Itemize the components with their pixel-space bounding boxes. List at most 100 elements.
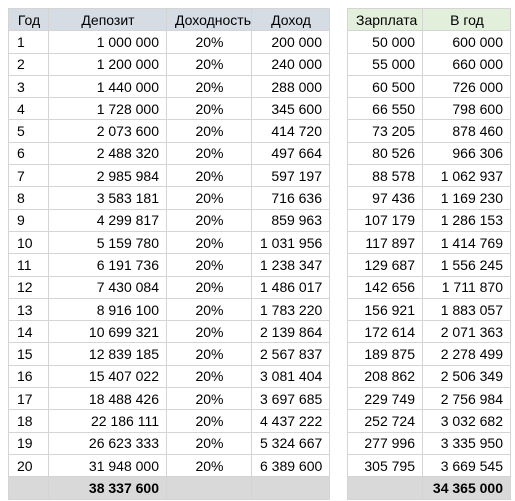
cell-year[interactable]: 20 (8, 453, 49, 478)
cell-deposit[interactable]: 2 073 600 (48, 119, 167, 143)
cell-salary[interactable]: 277 996 (347, 431, 423, 455)
cell-per-year[interactable]: 2 071 363 (422, 320, 511, 344)
cell-year[interactable]: 14 (8, 320, 49, 344)
header-income[interactable]: Доход (251, 7, 330, 32)
cell-per-year[interactable]: 1 286 153 (422, 208, 511, 232)
cell-year[interactable]: 2 (8, 52, 49, 76)
cell-year[interactable]: 6 (8, 141, 49, 166)
cell-yield[interactable]: 20% (166, 409, 252, 433)
cell-salary[interactable]: 189 875 (347, 342, 423, 366)
cell-income[interactable]: 3 697 685 (251, 387, 330, 411)
cell-year[interactable]: 8 (8, 186, 49, 210)
cell-deposit[interactable]: 1 000 000 (48, 30, 167, 54)
cell-yield[interactable]: 20% (166, 164, 252, 188)
cell-yield[interactable]: 20% (166, 141, 252, 166)
total-cell[interactable] (8, 476, 49, 500)
header-yield[interactable]: Доходность (166, 7, 252, 32)
cell-year[interactable]: 13 (8, 297, 49, 322)
cell-salary[interactable]: 97 436 (347, 186, 423, 210)
cell-yield[interactable]: 20% (166, 453, 252, 478)
cell-salary[interactable]: 66 550 (347, 97, 423, 121)
cell-salary[interactable]: 172 614 (347, 320, 423, 344)
cell-per-year[interactable]: 1 062 937 (422, 164, 511, 188)
cell-salary[interactable]: 107 179 (347, 208, 423, 232)
cell-year[interactable]: 16 (8, 364, 49, 389)
cell-salary[interactable]: 60 500 (347, 74, 423, 99)
cell-yield[interactable]: 20% (166, 186, 252, 210)
cell-per-year[interactable]: 3 669 545 (422, 453, 511, 478)
cell-per-year[interactable]: 2 756 984 (422, 387, 511, 411)
cell-deposit[interactable]: 2 985 984 (48, 164, 167, 188)
total-cell[interactable] (166, 476, 252, 500)
cell-income[interactable]: 1 238 347 (251, 253, 330, 277)
cell-income[interactable]: 497 664 (251, 141, 330, 166)
cell-income[interactable]: 200 000 (251, 30, 330, 54)
cell-salary[interactable]: 229 749 (347, 387, 423, 411)
cell-yield[interactable]: 20% (166, 364, 252, 389)
cell-salary[interactable]: 208 862 (347, 364, 423, 389)
cell-per-year[interactable]: 798 600 (422, 97, 511, 121)
cell-per-year[interactable]: 1 556 245 (422, 253, 511, 277)
header-salary[interactable]: Зарплата (347, 7, 423, 32)
cell-deposit[interactable]: 31 948 000 (48, 453, 167, 478)
cell-year[interactable]: 15 (8, 342, 49, 366)
cell-per-year[interactable]: 1 711 870 (422, 275, 511, 299)
cell-deposit[interactable]: 26 623 333 (48, 431, 167, 455)
cell-salary[interactable]: 117 897 (347, 230, 423, 255)
cell-yield[interactable]: 20% (166, 320, 252, 344)
cell-salary[interactable]: 55 000 (347, 52, 423, 76)
cell-income[interactable]: 345 600 (251, 97, 330, 121)
cell-salary[interactable]: 88 578 (347, 164, 423, 188)
cell-salary[interactable]: 80 526 (347, 141, 423, 166)
cell-deposit[interactable]: 1 200 000 (48, 52, 167, 76)
cell-yield[interactable]: 20% (166, 97, 252, 121)
cell-income[interactable]: 597 197 (251, 164, 330, 188)
total-deposit[interactable]: 38 337 600 (48, 476, 167, 500)
total-cell[interactable] (347, 476, 423, 500)
cell-per-year[interactable]: 1 414 769 (422, 230, 511, 255)
cell-per-year[interactable]: 2 278 499 (422, 342, 511, 366)
cell-deposit[interactable]: 1 440 000 (48, 74, 167, 99)
cell-yield[interactable]: 20% (166, 30, 252, 54)
cell-income[interactable]: 859 963 (251, 208, 330, 232)
cell-per-year[interactable]: 600 000 (422, 30, 511, 54)
cell-income[interactable]: 3 081 404 (251, 364, 330, 389)
cell-year[interactable]: 1 (8, 30, 49, 54)
cell-deposit[interactable]: 3 583 181 (48, 186, 167, 210)
cell-year[interactable]: 5 (8, 119, 49, 143)
cell-year[interactable]: 12 (8, 275, 49, 299)
cell-deposit[interactable]: 1 728 000 (48, 97, 167, 121)
cell-salary[interactable]: 73 205 (347, 119, 423, 143)
cell-yield[interactable]: 20% (166, 431, 252, 455)
cell-yield[interactable]: 20% (166, 230, 252, 255)
cell-year[interactable]: 9 (8, 208, 49, 232)
cell-yield[interactable]: 20% (166, 297, 252, 322)
cell-year[interactable]: 3 (8, 74, 49, 99)
cell-salary[interactable]: 252 724 (347, 409, 423, 433)
cell-deposit[interactable]: 15 407 022 (48, 364, 167, 389)
cell-yield[interactable]: 20% (166, 387, 252, 411)
cell-yield[interactable]: 20% (166, 342, 252, 366)
cell-yield[interactable]: 20% (166, 52, 252, 76)
cell-per-year[interactable]: 3 335 950 (422, 431, 511, 455)
cell-year[interactable]: 17 (8, 387, 49, 411)
total-per-year[interactable]: 34 365 000 (422, 476, 511, 500)
cell-year[interactable]: 4 (8, 97, 49, 121)
cell-deposit[interactable]: 2 488 320 (48, 141, 167, 166)
cell-yield[interactable]: 20% (166, 275, 252, 299)
cell-income[interactable]: 1 486 017 (251, 275, 330, 299)
header-per-year[interactable]: В год (422, 7, 511, 32)
cell-year[interactable]: 19 (8, 431, 49, 455)
cell-per-year[interactable]: 2 506 349 (422, 364, 511, 389)
cell-yield[interactable]: 20% (166, 253, 252, 277)
total-cell[interactable] (251, 476, 330, 500)
cell-salary[interactable]: 50 000 (347, 30, 423, 54)
cell-deposit[interactable]: 12 839 185 (48, 342, 167, 366)
cell-deposit[interactable]: 5 159 780 (48, 230, 167, 255)
cell-salary[interactable]: 142 656 (347, 275, 423, 299)
cell-per-year[interactable]: 1 883 057 (422, 297, 511, 322)
cell-per-year[interactable]: 3 032 682 (422, 409, 511, 433)
cell-deposit[interactable]: 8 916 100 (48, 297, 167, 322)
header-deposit[interactable]: Депозит (48, 7, 167, 32)
cell-income[interactable]: 288 000 (251, 74, 330, 99)
